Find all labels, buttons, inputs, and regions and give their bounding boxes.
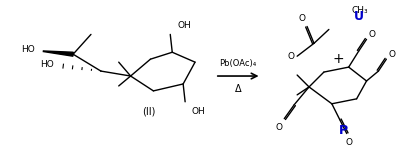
Text: OH: OH — [177, 21, 191, 30]
Text: O: O — [369, 30, 376, 39]
Text: P: P — [339, 124, 348, 137]
Text: HO: HO — [40, 60, 54, 69]
Text: OH: OH — [191, 107, 205, 116]
Text: HO: HO — [21, 45, 34, 54]
Text: O: O — [345, 138, 352, 147]
Polygon shape — [43, 51, 73, 56]
Text: +: + — [333, 52, 344, 66]
Text: (II): (II) — [142, 107, 155, 117]
Text: O: O — [276, 123, 283, 132]
Text: O: O — [288, 52, 295, 61]
Text: Pb(OAc)₄: Pb(OAc)₄ — [220, 59, 257, 68]
Text: U: U — [354, 10, 364, 23]
Text: O: O — [389, 50, 396, 59]
Text: CH₃: CH₃ — [352, 6, 368, 15]
Text: O: O — [299, 14, 306, 23]
Text: Δ: Δ — [235, 84, 242, 94]
